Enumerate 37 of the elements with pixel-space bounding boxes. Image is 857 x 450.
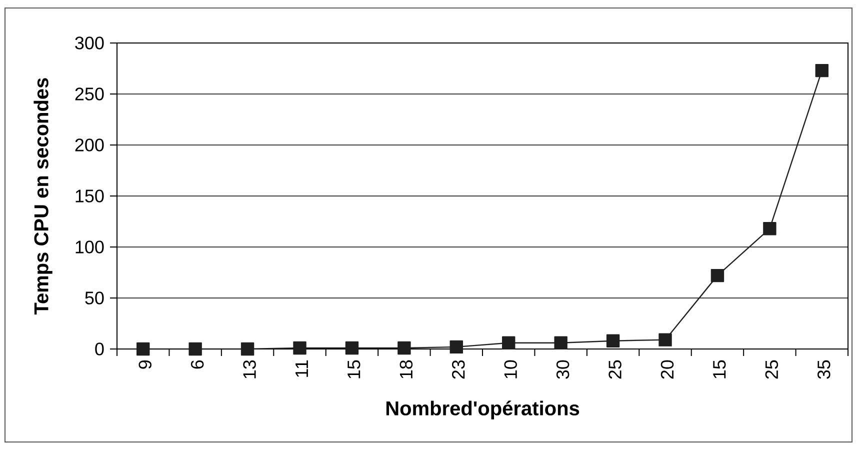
point bbox=[502, 336, 516, 350]
x-tick-label: 15 bbox=[713, 360, 726, 378]
point bbox=[136, 342, 150, 356]
y-axis-title: Temps CPU en secondes bbox=[34, 78, 52, 315]
x-tick-label: 25 bbox=[608, 360, 622, 379]
y-tick-label: 250 bbox=[75, 88, 104, 100]
point bbox=[815, 64, 828, 78]
x-tick-label: 35 bbox=[818, 360, 830, 379]
point bbox=[293, 341, 306, 355]
y-tick-label: 0 bbox=[95, 342, 104, 356]
x-tick-label: 23 bbox=[452, 360, 465, 379]
point bbox=[240, 342, 254, 356]
point bbox=[188, 342, 202, 356]
point bbox=[398, 341, 411, 355]
point bbox=[606, 334, 620, 348]
x-tick-label: 6 bbox=[190, 360, 204, 369]
y-tick-label: 150 bbox=[76, 190, 104, 202]
x-axis-title: Nombred'opérations bbox=[386, 400, 580, 420]
point bbox=[710, 268, 724, 282]
point bbox=[658, 333, 672, 346]
x-tick-label: 9 bbox=[138, 360, 152, 369]
x-tick-label: 18 bbox=[400, 360, 413, 378]
y-tick-label: 100 bbox=[76, 240, 104, 254]
y-tick-label: 300 bbox=[75, 36, 104, 50]
y-tick-label: 50 bbox=[85, 292, 104, 304]
x-tick-label: 11 bbox=[296, 360, 308, 377]
x-tick-label: 25 bbox=[765, 360, 778, 379]
point bbox=[345, 341, 359, 355]
y-tick-label: 200 bbox=[75, 138, 104, 152]
x-tick-label: 13 bbox=[243, 360, 256, 378]
x-tick-label: 15 bbox=[348, 360, 360, 378]
x-tick-label: 20 bbox=[660, 360, 674, 379]
x-tick-label: 30 bbox=[556, 360, 570, 379]
point bbox=[763, 222, 776, 236]
point bbox=[450, 340, 463, 354]
x-tick-label: 10 bbox=[504, 360, 517, 378]
point bbox=[554, 336, 568, 350]
